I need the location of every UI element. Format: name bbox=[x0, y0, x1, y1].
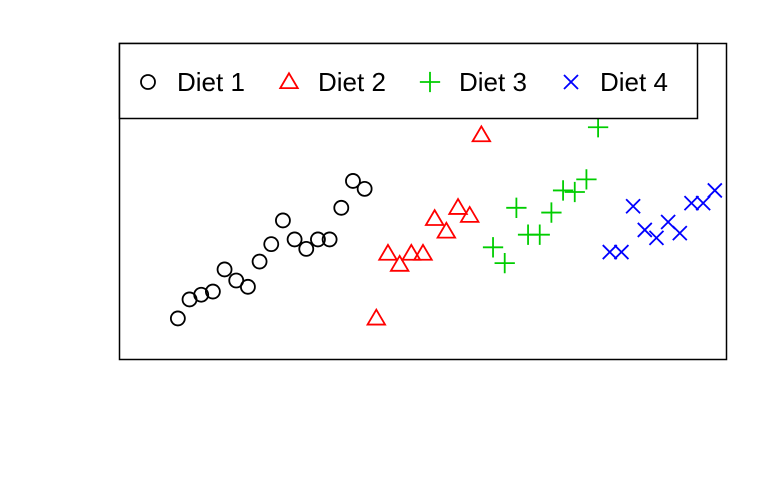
data-point-triangle bbox=[377, 243, 399, 261]
data-points bbox=[169, 117, 723, 327]
data-point-circle bbox=[204, 283, 221, 300]
data-point-plus bbox=[587, 117, 609, 138]
data-point-circle bbox=[345, 173, 361, 189]
data-point-plus bbox=[482, 237, 504, 258]
data-point-circle bbox=[298, 240, 315, 257]
data-point-cross bbox=[625, 198, 641, 214]
data-point-triangle bbox=[447, 197, 469, 215]
data-point-plus bbox=[529, 224, 550, 245]
legend-label: Diet 3 bbox=[459, 67, 527, 97]
data-point-cross bbox=[695, 195, 711, 211]
data-point-triangle bbox=[436, 220, 457, 239]
legend-plus-icon bbox=[419, 71, 441, 93]
data-point-triangle bbox=[365, 307, 387, 326]
data-point-plus bbox=[564, 181, 585, 203]
legend-triangle-icon bbox=[278, 71, 300, 90]
legend-box bbox=[118, 42, 699, 120]
data-point-circle bbox=[310, 231, 326, 248]
data-point-circle bbox=[356, 180, 373, 197]
legend-circle-icon bbox=[140, 74, 156, 90]
data-point-plus bbox=[494, 252, 515, 274]
data-point-circle bbox=[263, 236, 280, 253]
data-point-circle bbox=[333, 199, 350, 216]
data-point-circle bbox=[240, 278, 256, 295]
data-point-circle bbox=[193, 286, 210, 303]
data-point-triangle bbox=[471, 124, 492, 143]
data-point-cross bbox=[648, 230, 665, 246]
data-point-plus bbox=[552, 180, 574, 201]
data-point-circle bbox=[286, 231, 303, 248]
data-point-plus bbox=[576, 169, 597, 190]
data-point-cross bbox=[707, 182, 723, 199]
data-point-cross bbox=[683, 195, 700, 211]
data-point-cross bbox=[602, 244, 618, 260]
data-point-cross bbox=[637, 222, 653, 238]
data-point-triangle bbox=[389, 254, 410, 272]
data-point-circle bbox=[251, 253, 268, 270]
data-point-circle bbox=[321, 231, 338, 248]
data-point-cross bbox=[672, 225, 688, 241]
legend-label: Diet 4 bbox=[600, 67, 668, 97]
data-point-circle bbox=[169, 310, 186, 327]
data-point-triangle bbox=[424, 208, 445, 226]
data-point-triangle bbox=[459, 205, 481, 223]
legend-label: Diet 2 bbox=[318, 67, 386, 97]
legend-cross-icon bbox=[563, 74, 579, 90]
data-point-plus bbox=[541, 202, 562, 223]
data-point-triangle bbox=[412, 243, 434, 261]
data-point-circle bbox=[216, 261, 233, 278]
data-point-plus bbox=[506, 197, 527, 218]
data-point-cross bbox=[613, 244, 630, 260]
legend-label: Diet 1 bbox=[177, 67, 245, 97]
data-point-circle bbox=[275, 212, 291, 229]
legend: Diet 1 Diet 2 Diet 3 Diet 4 bbox=[118, 42, 699, 120]
data-point-triangle bbox=[401, 243, 422, 261]
